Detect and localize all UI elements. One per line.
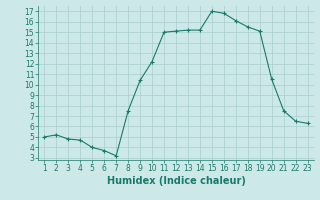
X-axis label: Humidex (Indice chaleur): Humidex (Indice chaleur) — [107, 176, 245, 186]
